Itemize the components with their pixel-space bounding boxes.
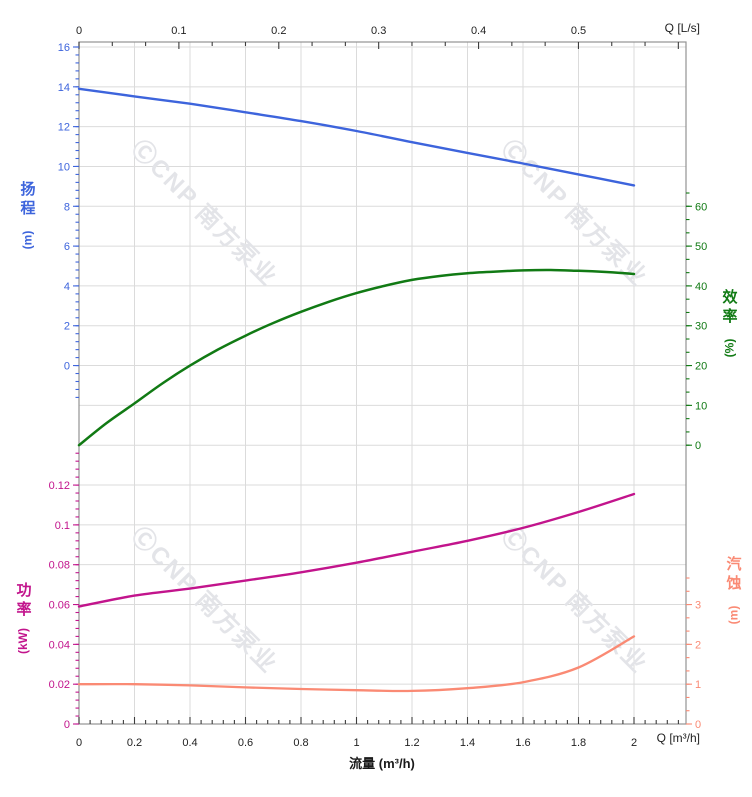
svg-text:ⒸCNP 南方泵业: ⒸCNP 南方泵业 [496,134,654,292]
svg-text:0.04: 0.04 [49,639,70,651]
efficiency-axis-ticks: 0 10 20 30 40 50 60 [686,192,707,452]
svg-text:0.8: 0.8 [293,737,308,749]
svg-text:0.2: 0.2 [271,25,286,37]
cnp-watermark: ⒸCNP 南方泵业 ⒸCNP 南方泵业 ⒸCNP 南方泵业 ⒸCNP 南方泵业 [126,134,654,679]
svg-text:16: 16 [58,42,70,54]
svg-text:2: 2 [695,639,701,651]
plot-border [78,41,687,725]
svg-text:0: 0 [64,361,70,373]
svg-text:0.06: 0.06 [49,600,70,612]
svg-text:ⒸCNP 南方泵业: ⒸCNP 南方泵业 [496,521,654,679]
efficiency-curve [77,268,636,447]
top-axis-ticks: 0 0.1 0.2 0.3 0.4 0.5 [76,25,679,49]
svg-text:0.6: 0.6 [238,737,253,749]
svg-text:ⒸCNP 南方泵业: ⒸCNP 南方泵业 [126,521,284,679]
q-m3h-unit-label: Q [m³/h] [656,731,700,745]
svg-text:30: 30 [695,321,707,333]
svg-text:60: 60 [695,201,707,213]
npsh-axis-ticks: 0 1 2 3 [686,577,701,731]
power-axis-unit: (kW) [16,628,30,654]
efficiency-axis-label: 效率 (%) [714,289,744,358]
svg-text:2: 2 [631,737,637,749]
svg-text:0: 0 [76,737,82,749]
power-axis-label-text: 功率 [14,582,32,620]
head-axis-label: 扬程 (m) [12,181,42,250]
svg-text:14: 14 [58,82,70,94]
curves [77,87,636,693]
svg-text:0.02: 0.02 [49,679,70,691]
svg-text:8: 8 [64,201,70,213]
svg-text:1.2: 1.2 [404,737,419,749]
svg-text:0: 0 [695,719,701,731]
svg-text:10: 10 [58,161,70,173]
svg-text:0.2: 0.2 [127,737,142,749]
svg-text:ⒸCNP 南方泵业: ⒸCNP 南方泵业 [126,134,284,292]
head-curve [77,87,636,187]
svg-text:0.3: 0.3 [371,25,386,37]
svg-text:0.1: 0.1 [55,520,70,532]
flow-axis-label: 流量 (m³/h) [349,756,415,771]
svg-text:0.4: 0.4 [471,25,486,37]
npsh-axis-label-text: 汽蚀 [724,556,742,594]
q-ls-unit-label: Q [L/s] [664,21,700,35]
svg-text:0.1: 0.1 [171,25,186,37]
svg-text:2: 2 [64,321,70,333]
svg-text:0: 0 [64,719,70,731]
npsh-axis-label: 汽蚀 (m) [718,556,748,625]
svg-text:1.4: 1.4 [460,737,475,749]
npsh-axis-unit: (m) [725,605,740,625]
svg-text:1.8: 1.8 [571,737,586,749]
power-axis-ticks: 0 0.02 0.04 0.06 0.08 0.1 0.12 [49,452,79,731]
svg-text:1: 1 [695,679,701,691]
svg-text:0: 0 [695,440,701,452]
svg-text:1.6: 1.6 [515,737,530,749]
svg-text:6: 6 [64,241,70,253]
svg-text:0: 0 [76,25,82,37]
svg-text:0.12: 0.12 [49,480,70,492]
svg-text:4: 4 [64,281,70,293]
svg-text:0.4: 0.4 [182,737,197,749]
bottom-axis-ticks: 0 0.2 0.4 0.6 0.8 1 1.2 1.4 1.6 1.8 2 [76,717,679,749]
svg-text:10: 10 [695,400,707,412]
efficiency-axis-unit: (%) [721,338,736,358]
svg-text:1: 1 [353,737,359,749]
svg-text:3: 3 [695,600,701,612]
head-axis-label-text: 扬程 [18,181,36,219]
svg-text:0.08: 0.08 [49,560,70,572]
gridlines [79,42,686,724]
svg-text:0.5: 0.5 [571,25,586,37]
svg-text:12: 12 [58,122,70,134]
head-axis-unit: (m) [19,230,34,250]
efficiency-axis-label-text: 效率 [720,289,738,327]
head-axis-ticks: 0 2 4 6 8 10 12 14 16 [58,42,79,398]
power-axis-label: 功率 (kW) [6,582,40,654]
power-curve [77,492,636,608]
npsh-curve [77,635,636,693]
svg-text:50: 50 [695,241,707,253]
svg-text:20: 20 [695,361,707,373]
svg-text:40: 40 [695,281,707,293]
